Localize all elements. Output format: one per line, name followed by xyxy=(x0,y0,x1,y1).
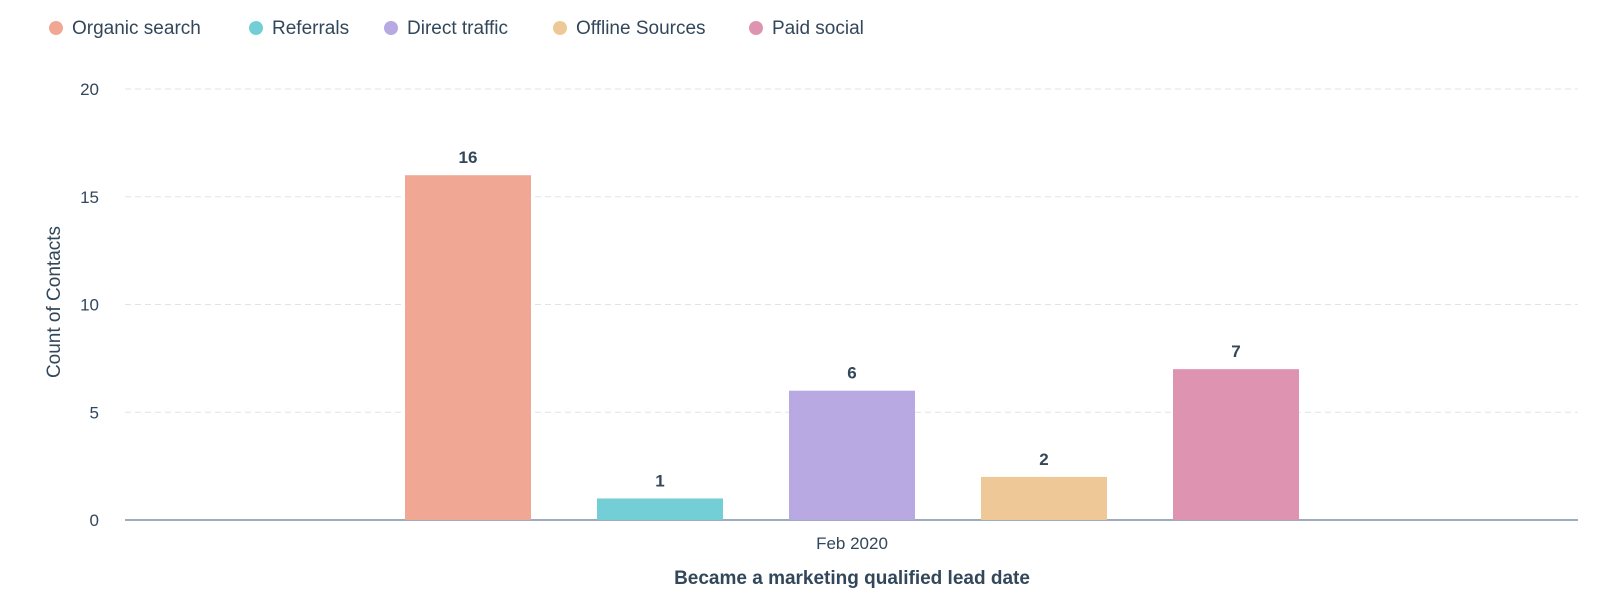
bar[interactable] xyxy=(981,476,1107,520)
legend-swatch xyxy=(553,21,567,35)
bar[interactable] xyxy=(789,390,915,520)
legend-label: Referrals xyxy=(272,18,349,39)
legend-item[interactable]: Offline Sources xyxy=(553,18,706,39)
bar-value-label: 2 xyxy=(1039,450,1048,469)
legend: Organic search Referrals Direct traffic Off… xyxy=(49,18,864,39)
legend-item[interactable]: Organic search xyxy=(49,18,201,39)
bar[interactable] xyxy=(405,175,531,520)
legend-label: Organic search xyxy=(72,18,201,39)
y-axis-title: Count of Contacts xyxy=(44,226,65,378)
bar-value-label: 7 xyxy=(1231,342,1240,361)
bar-value-label: 6 xyxy=(847,364,856,383)
legend-item[interactable]: Direct traffic xyxy=(384,18,508,39)
bar[interactable] xyxy=(597,498,723,520)
y-tick-label: 15 xyxy=(80,188,99,207)
legend-item[interactable]: Referrals xyxy=(249,18,349,39)
x-axis-title: Became a marketing qualified lead date xyxy=(674,568,1030,589)
legend-swatch xyxy=(49,21,63,35)
y-axis-ticks: 0 5 10 15 20 xyxy=(80,80,99,530)
legend-swatch xyxy=(749,21,763,35)
y-tick-label: 20 xyxy=(80,80,99,99)
legend-label: Direct traffic xyxy=(407,18,508,39)
legend-item[interactable]: Paid social xyxy=(749,18,864,39)
legend-swatch xyxy=(249,21,263,35)
bar-value-label: 16 xyxy=(459,148,478,167)
legend-swatch xyxy=(384,21,398,35)
bar[interactable] xyxy=(1173,369,1299,520)
y-tick-label: 5 xyxy=(90,403,99,422)
y-tick-label: 0 xyxy=(90,511,99,530)
y-tick-label: 10 xyxy=(80,296,99,315)
grid-lines xyxy=(125,88,1578,413)
legend-label: Offline Sources xyxy=(576,18,706,39)
bar-value-label: 1 xyxy=(655,471,664,490)
x-tick-label: Feb 2020 xyxy=(816,534,888,553)
bars xyxy=(405,175,1299,520)
legend-label: Paid social xyxy=(772,18,864,39)
